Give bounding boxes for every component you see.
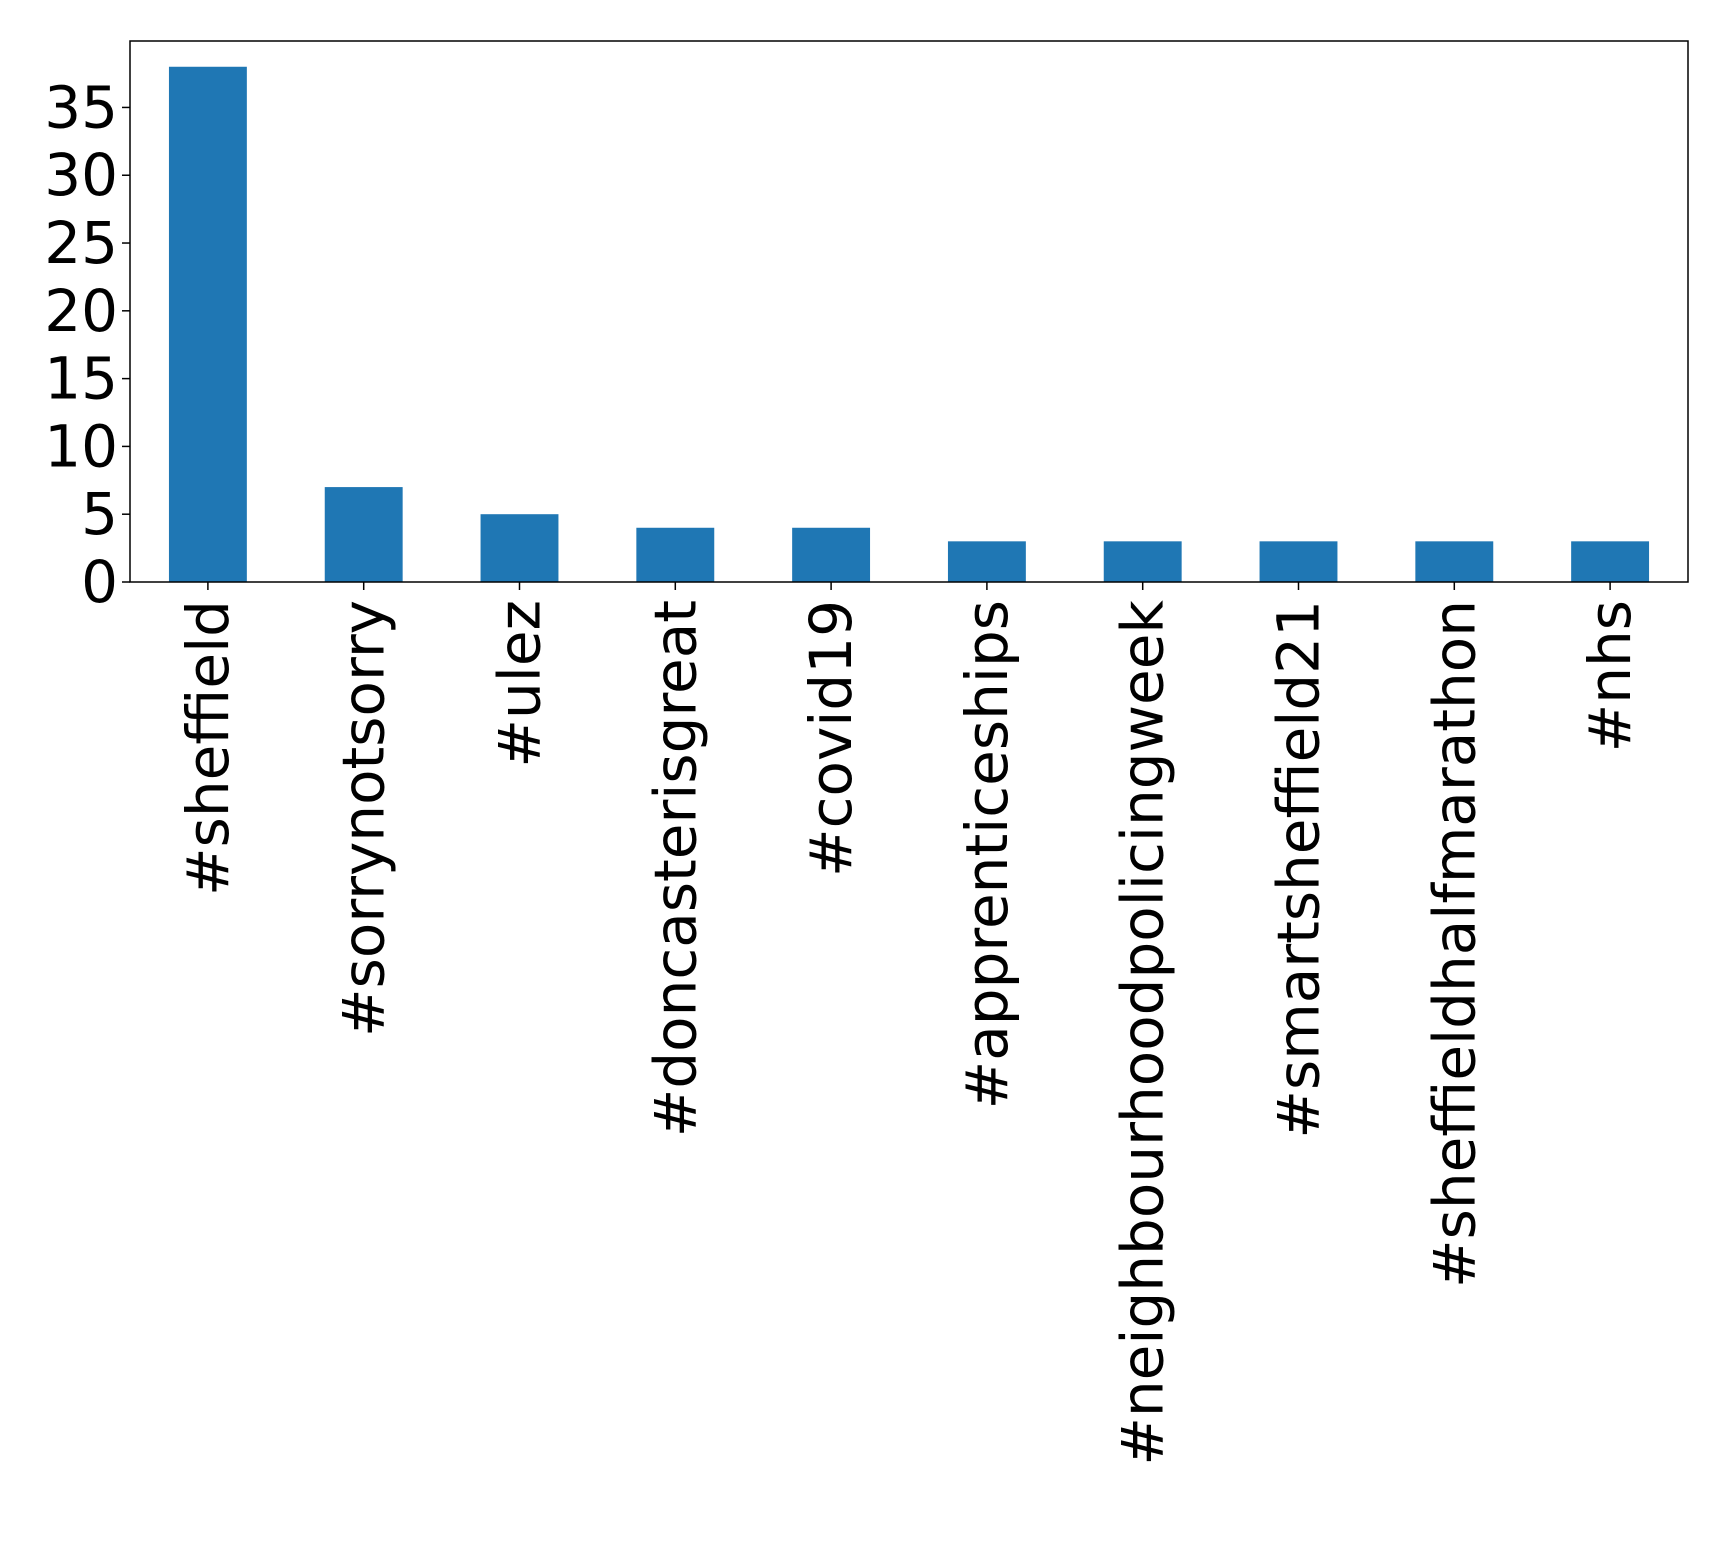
x-tick-label: #smartsheffield21 — [1265, 600, 1333, 1139]
bar-sheffield — [168, 66, 247, 582]
y-tick-label: 20 — [44, 277, 118, 345]
bar-sheffieldhalfmarathon — [1415, 541, 1494, 582]
bar-nhs — [1571, 541, 1650, 582]
x-tick-label: #sorrynotsorry — [330, 600, 398, 1037]
x-tick-label: #neighbourhoodpolicingweek — [1109, 600, 1177, 1466]
x-tick-label: #sheffieldhalfmarathon — [1420, 600, 1488, 1288]
x-tick-label: #covid19 — [797, 600, 865, 877]
y-tick-label: 35 — [44, 73, 118, 141]
bars-group — [168, 66, 1650, 582]
x-tick-label: #ulez — [486, 600, 554, 768]
x-tick-label: #sheffield — [174, 600, 242, 896]
y-tick-label: 15 — [44, 345, 118, 413]
bar-apprenticeships — [947, 541, 1026, 582]
y-tick-label: 30 — [44, 141, 118, 209]
y-tick-label: 25 — [44, 209, 118, 277]
y-tick-label: 10 — [44, 412, 118, 480]
x-tick-label: #apprenticeships — [953, 600, 1021, 1109]
bar-sorrynotsorry — [324, 487, 403, 582]
bar-ulez — [480, 514, 559, 582]
bar-doncasterisgreat — [636, 527, 715, 582]
x-tick-label: #nhs — [1576, 600, 1644, 752]
bar-neighbourhoodpolicingweek — [1103, 541, 1182, 582]
x-tick-label: #doncasterisgreat — [641, 600, 709, 1137]
bar-smartsheffield21 — [1259, 541, 1338, 582]
bar-covid19 — [792, 527, 871, 582]
y-tick-label: 0 — [81, 548, 118, 616]
y-tick-label: 5 — [81, 480, 118, 548]
x-axis: #sheffield #sorrynotsorry #ulez #doncasteri… — [174, 582, 1644, 1466]
